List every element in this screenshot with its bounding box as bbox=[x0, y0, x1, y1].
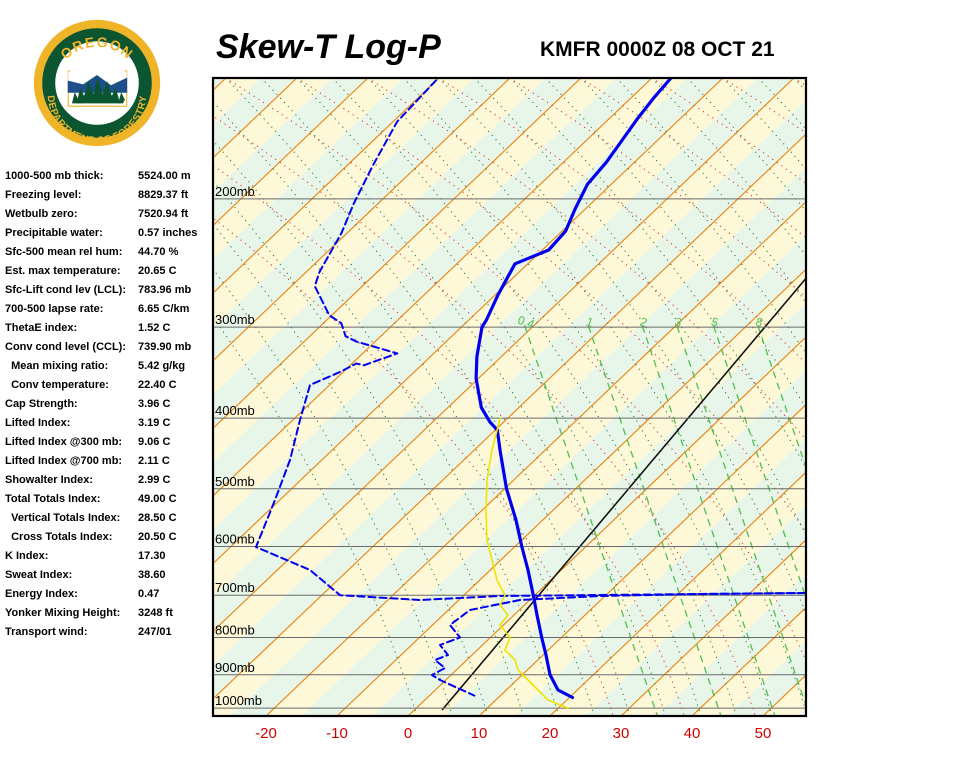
svg-text:10: 10 bbox=[471, 725, 488, 742]
svg-text:40: 40 bbox=[684, 725, 701, 742]
svg-text:-20: -20 bbox=[255, 725, 277, 742]
svg-text:600mb: 600mb bbox=[215, 532, 255, 547]
svg-text:20: 20 bbox=[542, 725, 559, 742]
svg-text:500mb: 500mb bbox=[215, 474, 255, 489]
svg-text:400mb: 400mb bbox=[215, 403, 255, 418]
svg-text:50: 50 bbox=[755, 725, 772, 742]
svg-text:800mb: 800mb bbox=[215, 623, 255, 638]
svg-text:700mb: 700mb bbox=[215, 580, 255, 595]
svg-text:-10: -10 bbox=[326, 725, 348, 742]
svg-text:1000mb: 1000mb bbox=[215, 693, 262, 708]
svg-text:300mb: 300mb bbox=[215, 312, 255, 327]
svg-text:0: 0 bbox=[404, 725, 412, 742]
svg-text:200mb: 200mb bbox=[215, 184, 255, 199]
svg-text:900mb: 900mb bbox=[215, 660, 255, 675]
svg-text:30: 30 bbox=[613, 725, 630, 742]
